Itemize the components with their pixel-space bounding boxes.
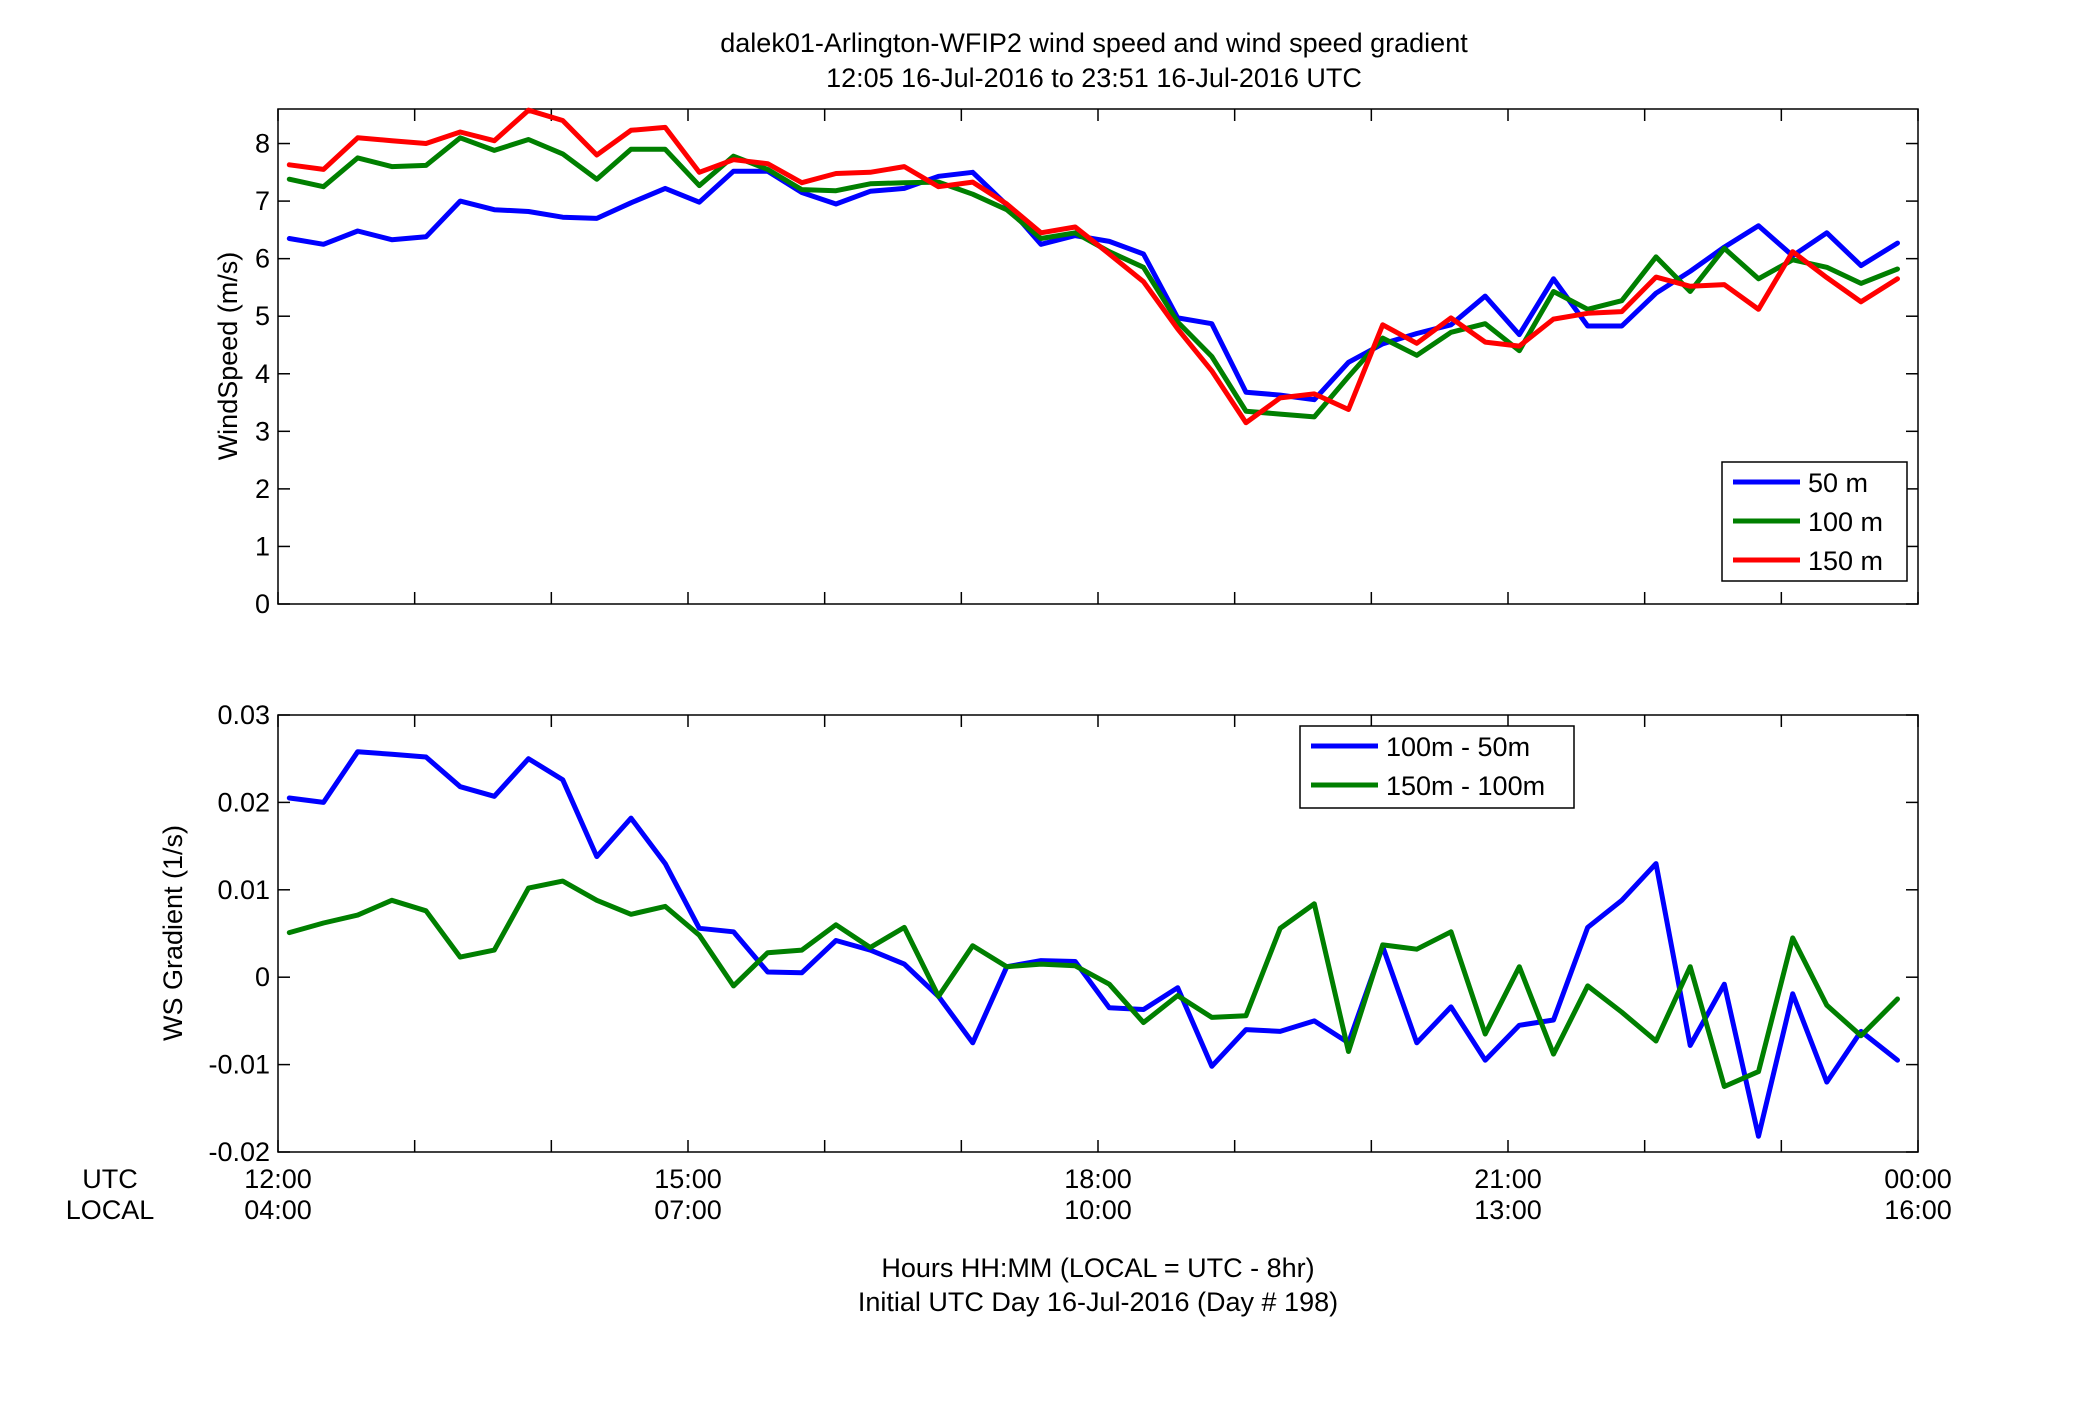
gradient-plot-area xyxy=(277,714,1919,1153)
gradient-ytick-label: -0.02 xyxy=(208,1137,270,1167)
x-axis-label-line2: Initial UTC Day 16-Jul-2016 (Day # 198) xyxy=(858,1287,1338,1317)
windspeed-ytick-label: 2 xyxy=(255,474,270,504)
windspeed-y-axis-label: WindSpeed (m/s) xyxy=(213,252,243,461)
gradient-series xyxy=(286,749,1900,1139)
windspeed-ytick-label: 6 xyxy=(255,244,270,274)
windspeed-legend: 50 m 100 m 150 m xyxy=(1721,461,1908,582)
local-tick-label: 13:00 xyxy=(1474,1195,1542,1225)
gradient-legend-box xyxy=(1299,725,1575,809)
local-tick-label: 04:00 xyxy=(244,1195,312,1225)
local-row-label: LOCAL xyxy=(66,1195,155,1225)
chart-title-line2: 12:05 16-Jul-2016 to 23:51 16-Jul-2016 U… xyxy=(826,63,1362,93)
gradient-y-ticks: -0.02 -0.01 0 0.01 0.02 0.03 xyxy=(208,700,1918,1167)
gradient-ytick-label: -0.01 xyxy=(208,1050,270,1080)
legend-label-100m: 100 m xyxy=(1808,507,1883,537)
gradient-series-line-2 xyxy=(286,878,1900,1089)
utc-tick-label: 21:00 xyxy=(1474,1164,1542,1194)
gradient-series-line-1 xyxy=(286,749,1900,1139)
windspeed-ytick-label: 5 xyxy=(255,301,270,331)
gradient-ytick-label: 0.02 xyxy=(217,787,270,817)
utc-row-label: UTC xyxy=(82,1164,138,1194)
gradient-legend: 100m - 50m 150m - 100m xyxy=(1299,725,1575,809)
gradient-panel: -0.02 -0.01 0 0.01 0.02 0.03 WS Gradient (1/s… xyxy=(158,700,1919,1167)
windspeed-ytick-label: 3 xyxy=(255,416,270,446)
windspeed-ytick-label: 7 xyxy=(255,186,270,216)
local-tick-labels: 04:00 07:00 10:00 13:00 16:00 xyxy=(244,1195,1952,1225)
legend-label-150m-100m: 150m - 100m xyxy=(1386,771,1545,801)
windspeed-series-line-3 xyxy=(286,107,1900,426)
gradient-ytick-label: 0 xyxy=(255,962,270,992)
windspeed-ytick-label: 1 xyxy=(255,531,270,561)
gradient-y-axis-label: WS Gradient (1/s) xyxy=(158,825,188,1041)
windspeed-ytick-label: 8 xyxy=(255,129,270,159)
gradient-x-ticks xyxy=(277,715,1919,1152)
utc-tick-label: 12:00 xyxy=(244,1164,312,1194)
x-axis-label-line1: Hours HH:MM (LOCAL = UTC - 8hr) xyxy=(881,1253,1314,1283)
chart-title-line1: dalek01-Arlington-WFIP2 wind speed and w… xyxy=(720,28,1468,58)
utc-tick-label: 18:00 xyxy=(1064,1164,1132,1194)
windspeed-plot-area xyxy=(277,108,1919,605)
utc-tick-label: 15:00 xyxy=(654,1164,722,1194)
local-tick-label: 07:00 xyxy=(654,1195,722,1225)
windspeed-panel: 0 1 2 3 4 5 6 7 8 WindSpeed (m/s) 50 m 100 m 150… xyxy=(213,107,1919,619)
windspeed-ytick-label: 4 xyxy=(255,359,270,389)
windspeed-series xyxy=(286,107,1900,426)
utc-tick-label: 00:00 xyxy=(1884,1164,1952,1194)
legend-label-100m-50m: 100m - 50m xyxy=(1386,732,1530,762)
local-tick-label: 16:00 xyxy=(1884,1195,1952,1225)
utc-tick-labels: 12:00 15:00 18:00 21:00 00:00 xyxy=(244,1164,1952,1194)
local-tick-label: 10:00 xyxy=(1064,1195,1132,1225)
windspeed-y-ticks: 0 1 2 3 4 5 6 7 8 xyxy=(255,129,1918,619)
legend-label-150m: 150 m xyxy=(1808,546,1883,576)
windspeed-ytick-label: 0 xyxy=(255,589,270,619)
gradient-ytick-label: 0.03 xyxy=(217,700,270,730)
gradient-ytick-label: 0.01 xyxy=(217,875,270,905)
legend-label-50m: 50 m xyxy=(1808,468,1868,498)
